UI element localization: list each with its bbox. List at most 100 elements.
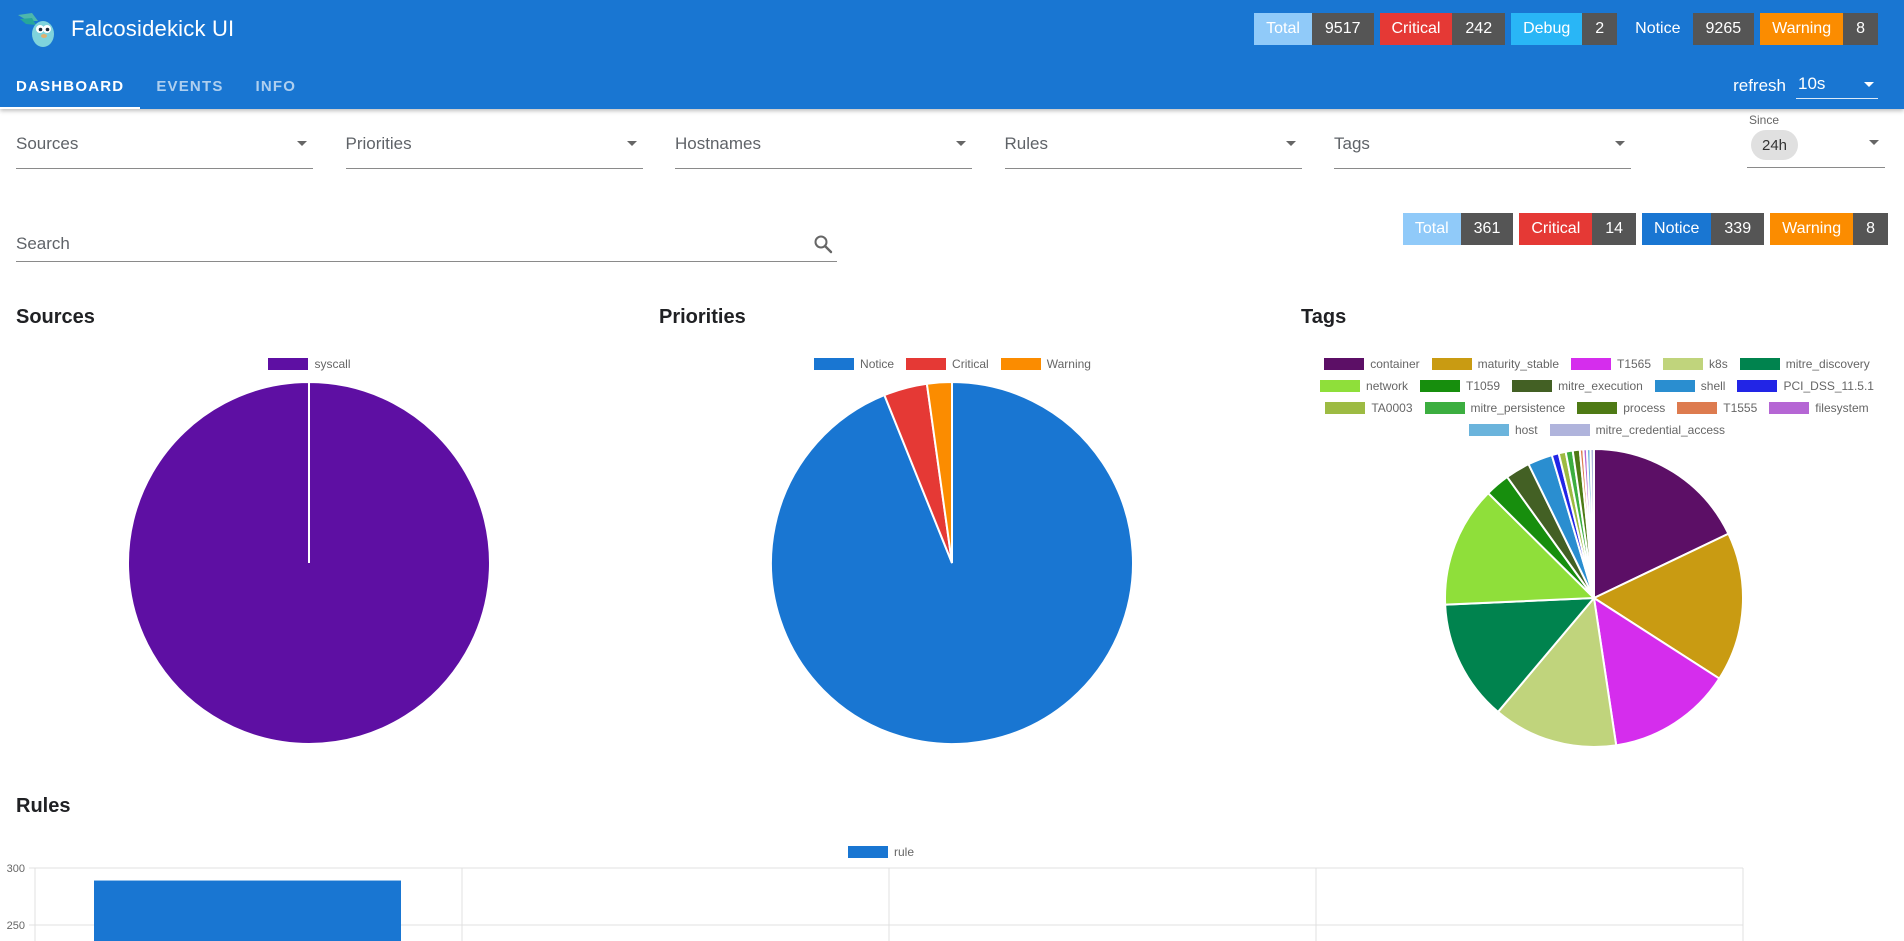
- legend-swatch: [1549, 424, 1590, 436]
- filter-label: Rules: [1004, 133, 1048, 153]
- count-badge-total: Total 361: [1402, 213, 1514, 245]
- legend-item[interactable]: process: [1577, 400, 1665, 416]
- legend-swatch: [268, 358, 309, 370]
- legend-item[interactable]: syscall: [268, 356, 351, 372]
- priorities-title: Priorities: [659, 306, 746, 328]
- legend-label: container: [1370, 357, 1420, 371]
- count-badge-value: 8: [1853, 213, 1888, 245]
- filter-tags-select[interactable]: Tags: [1334, 127, 1631, 169]
- count-badge-notice: Notice 339: [1642, 213, 1765, 245]
- legend-item[interactable]: mitre_discovery: [1739, 356, 1870, 372]
- pie-slice-network[interactable]: [1444, 491, 1597, 606]
- legend-item[interactable]: PCI_DSS_11.5.1: [1737, 378, 1874, 394]
- legend-label: T1059: [1466, 379, 1501, 393]
- legend-item[interactable]: Warning: [1000, 356, 1091, 372]
- pie-slice-mitre-discovery[interactable]: [1444, 596, 1597, 714]
- legend-item[interactable]: shell: [1654, 378, 1726, 394]
- pie-slice-container[interactable]: [1593, 447, 1730, 600]
- legend-label: TA0003: [1371, 401, 1413, 415]
- count-badge-label: Warning: [1760, 13, 1844, 45]
- filtered-count-badges: Total 361 Critical 14 Notice 339 Warning 8: [1397, 213, 1888, 245]
- legend-item[interactable]: k8s: [1663, 356, 1728, 372]
- legend-label: T1565: [1617, 357, 1652, 371]
- legend-item[interactable]: maturity_stable: [1431, 356, 1559, 372]
- rules-legend: rule: [16, 844, 1746, 866]
- legend-label: Notice: [860, 357, 895, 371]
- since-select[interactable]: Since 24h: [1747, 112, 1885, 168]
- header-count-badges: Total 9517 Critical 242 Debug 2 Notice 9265 Warn…: [1248, 13, 1878, 45]
- rules-bar-chart: 300 250: [7, 863, 1744, 941]
- filter-label: Hostnames: [675, 133, 761, 153]
- legend-item[interactable]: mitre_credential_access: [1549, 422, 1726, 438]
- sources-title: Sources: [16, 306, 95, 328]
- search-field[interactable]: [16, 226, 837, 262]
- legend-swatch: [1739, 358, 1780, 370]
- legend-item[interactable]: T1555: [1677, 400, 1757, 416]
- legend-item[interactable]: network: [1320, 378, 1408, 394]
- refresh-select[interactable]: 10s: [1796, 73, 1878, 99]
- filter-priorities-select[interactable]: Priorities: [345, 127, 643, 169]
- legend-item[interactable]: mitre_execution: [1512, 378, 1643, 394]
- filter-rules-select[interactable]: Rules: [1004, 127, 1302, 169]
- legend-item[interactable]: rule: [847, 844, 914, 860]
- chevron-down-icon: [956, 141, 966, 146]
- refresh-label: refresh: [1733, 76, 1786, 95]
- legend-item[interactable]: container: [1324, 356, 1420, 372]
- count-badge-critical: Critical 14: [1519, 213, 1637, 245]
- tab-dashboard[interactable]: DASHBOARD: [0, 64, 141, 109]
- count-badge-label: Total: [1254, 13, 1312, 45]
- legend-swatch: [1571, 358, 1611, 370]
- tags-legend: container maturity_stable T1565 k8s mitre_di…: [1312, 356, 1882, 444]
- chevron-down-icon: [626, 141, 637, 146]
- since-chip[interactable]: 24h: [1751, 130, 1799, 160]
- legend-swatch: [1325, 402, 1366, 414]
- pie-slice-mitre-credential-access[interactable]: [1589, 447, 1595, 599]
- legend-swatch: [1577, 402, 1618, 414]
- tags-pie-chart: [1444, 447, 1744, 748]
- legend-item[interactable]: mitre_persistence: [1424, 400, 1565, 416]
- tags-title: Tags: [1301, 306, 1347, 328]
- legend-item[interactable]: Critical: [906, 356, 989, 372]
- since-label: Since: [1749, 113, 1780, 127]
- count-badge-label: Critical: [1519, 213, 1593, 245]
- filter-sources-select[interactable]: Sources: [16, 127, 313, 169]
- filter-hostnames-select[interactable]: Hostnames: [675, 127, 972, 169]
- legend-item[interactable]: T1565: [1571, 356, 1651, 372]
- pie-slice-t1565[interactable]: [1592, 595, 1721, 747]
- count-badge-warning: Warning 8: [1760, 13, 1878, 45]
- legend-label: rule: [893, 845, 914, 859]
- priorities-pie-chart: [770, 380, 1134, 745]
- legend-item[interactable]: filesystem: [1769, 400, 1869, 416]
- filter-label: Sources: [16, 133, 79, 153]
- legend-swatch: [1769, 402, 1810, 414]
- pie-slice-maturity-stable[interactable]: [1591, 532, 1744, 680]
- count-badge-value: 242: [1452, 13, 1506, 45]
- legend-label: mitre_credential_access: [1595, 423, 1726, 437]
- legend-label: filesystem: [1815, 401, 1869, 415]
- legend-label: PCI_DSS_11.5.1: [1783, 379, 1874, 393]
- legend-item[interactable]: Notice: [814, 356, 894, 372]
- legend-item[interactable]: TA0003: [1325, 400, 1413, 416]
- bar-rule[interactable]: [94, 880, 401, 941]
- y-tick-label: 250: [7, 920, 25, 932]
- pie-slice-syscall[interactable]: [127, 380, 491, 745]
- sources-pie-chart: [127, 380, 491, 745]
- count-badge-warning: Warning 8: [1770, 213, 1888, 245]
- pie-slice-warning[interactable]: [925, 380, 953, 564]
- pie-slice-k8s[interactable]: [1496, 595, 1618, 748]
- legend-swatch: [1663, 358, 1704, 370]
- legend-swatch: [1677, 402, 1718, 414]
- chevron-down-icon: [1869, 140, 1879, 145]
- search-icon[interactable]: [813, 234, 833, 254]
- tab-info[interactable]: INFO: [255, 78, 297, 95]
- legend-item[interactable]: T1059: [1420, 378, 1500, 394]
- legend-item[interactable]: host: [1468, 422, 1538, 438]
- count-badge-value: 8: [1843, 13, 1878, 45]
- tab-events[interactable]: EVENTS: [156, 78, 224, 95]
- search-input[interactable]: [16, 233, 716, 254]
- legend-label: shell: [1700, 379, 1726, 393]
- chevron-down-icon: [1615, 141, 1625, 146]
- count-badge-label: Critical: [1379, 13, 1453, 45]
- nav-tabs: DASHBOARD EVENTS INFO: [0, 64, 312, 109]
- count-badge-value: 9517: [1311, 13, 1374, 45]
